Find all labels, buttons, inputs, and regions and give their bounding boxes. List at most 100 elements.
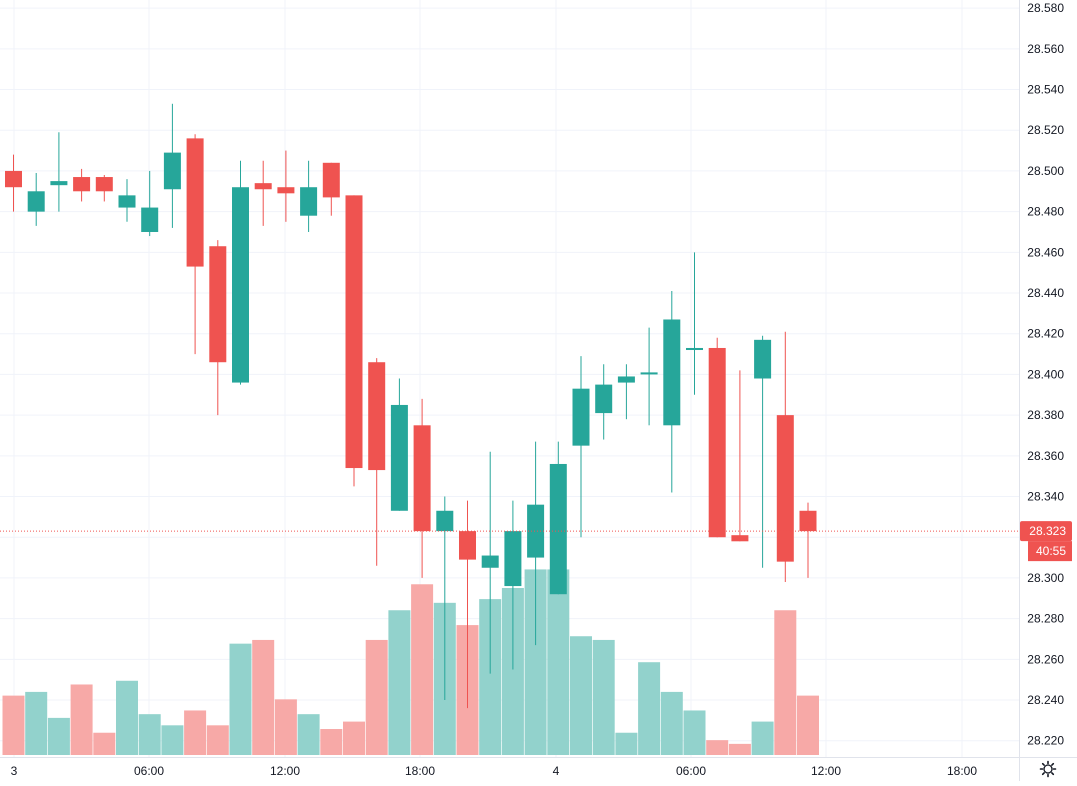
volume-bar — [706, 740, 729, 755]
volume-bar — [229, 643, 252, 755]
candle-body — [300, 187, 318, 216]
candle-down — [368, 358, 386, 566]
candle-body — [232, 187, 249, 383]
y-tick-label: 28.420 — [1027, 327, 1064, 341]
x-tick-label: 06:00 — [676, 764, 706, 778]
volume-bar — [547, 569, 570, 755]
countdown-badge — [1028, 541, 1072, 562]
y-tick-label: 28.440 — [1027, 286, 1064, 300]
candle-up — [595, 364, 613, 440]
volume-bar — [683, 710, 706, 755]
candle-body — [345, 195, 363, 469]
x-tick-label: 12:00 — [270, 764, 300, 778]
y-tick-label: 28.380 — [1027, 408, 1064, 422]
volume-bar — [592, 639, 615, 755]
y-tick-label: 28.480 — [1027, 205, 1064, 219]
candle-body — [640, 372, 658, 375]
volume-bar — [343, 721, 365, 755]
candle-body — [322, 162, 340, 198]
volume-bar — [388, 610, 411, 755]
candle-down — [186, 134, 204, 355]
y-tick-label: 28.360 — [1027, 449, 1064, 463]
candle-body — [481, 555, 499, 568]
x-tick-label: 12:00 — [811, 764, 841, 778]
candle-body — [549, 463, 567, 595]
candle-down — [345, 195, 363, 487]
candle-down — [776, 331, 794, 582]
candle-down — [708, 337, 726, 538]
volume-bar — [252, 639, 275, 755]
candle-down — [73, 168, 91, 202]
candle-body — [436, 510, 454, 532]
candle-down — [254, 160, 272, 226]
candle-body — [277, 187, 295, 194]
candle-up — [50, 132, 68, 212]
candle-body — [413, 425, 431, 532]
candle-body — [595, 384, 613, 414]
volume-bar — [184, 710, 207, 755]
volume-bar — [47, 717, 70, 755]
y-tick-label: 28.220 — [1027, 734, 1064, 748]
candle-body — [368, 362, 386, 471]
last-price-badge — [1020, 521, 1072, 542]
y-tick-label: 28.300 — [1027, 571, 1064, 585]
candle-body — [617, 376, 635, 383]
candle-down — [5, 154, 22, 212]
candle-body — [95, 177, 113, 192]
candle-up — [754, 335, 772, 568]
candle-up — [232, 160, 249, 385]
candle-up — [549, 441, 567, 595]
candle-body — [799, 510, 817, 532]
x-tick-label: 3 — [11, 764, 18, 778]
y-tick-label: 28.540 — [1027, 83, 1064, 97]
candle-body — [141, 207, 159, 232]
candle-body — [731, 535, 749, 542]
candle-up — [504, 500, 522, 670]
candle-down — [95, 175, 113, 202]
y-tick-label: 28.560 — [1027, 42, 1064, 56]
candle-body — [754, 339, 772, 379]
settings-gear-icon[interactable] — [1039, 760, 1057, 778]
volume-bar — [116, 680, 138, 755]
candle-up — [617, 364, 635, 420]
volume-bar — [479, 599, 502, 755]
volume-bar — [93, 732, 116, 755]
candle-up — [686, 252, 703, 395]
y-tick-label: 28.520 — [1027, 123, 1064, 137]
volume-bar — [728, 743, 751, 755]
y-tick-label: 28.500 — [1027, 164, 1064, 178]
candle-up — [481, 451, 499, 674]
volume-bar — [138, 714, 161, 755]
candle-body — [663, 319, 681, 426]
volume-bar — [320, 729, 343, 755]
volume-bar — [797, 695, 819, 755]
candle-body — [5, 170, 22, 188]
volume-bar — [2, 695, 25, 755]
candle-up — [436, 496, 454, 701]
candle-down — [413, 398, 431, 578]
candle-up — [27, 172, 45, 226]
x-tick-label: 18:00 — [947, 764, 977, 778]
volume-bar — [274, 699, 297, 755]
candle-body — [527, 504, 545, 558]
volume-bar — [501, 587, 524, 755]
candle-up — [527, 441, 545, 646]
candle-body — [186, 138, 204, 267]
volume-bar — [774, 610, 797, 755]
y-tick-label: 28.280 — [1027, 612, 1064, 626]
countdown-label: 40:55 — [1036, 544, 1066, 558]
volume-bar — [615, 732, 638, 755]
candle-body — [390, 404, 408, 511]
volume-bar — [524, 569, 547, 755]
candle-body — [686, 347, 703, 351]
volume-bar — [161, 725, 184, 755]
candle-body — [118, 195, 136, 208]
candle-down — [799, 502, 817, 578]
candle-body — [504, 531, 522, 587]
candle-down — [209, 240, 227, 416]
candle-body — [73, 177, 91, 192]
volume-bar — [365, 639, 388, 755]
last-price-label: 28.323 — [1029, 524, 1066, 538]
volume-bar — [206, 725, 229, 755]
